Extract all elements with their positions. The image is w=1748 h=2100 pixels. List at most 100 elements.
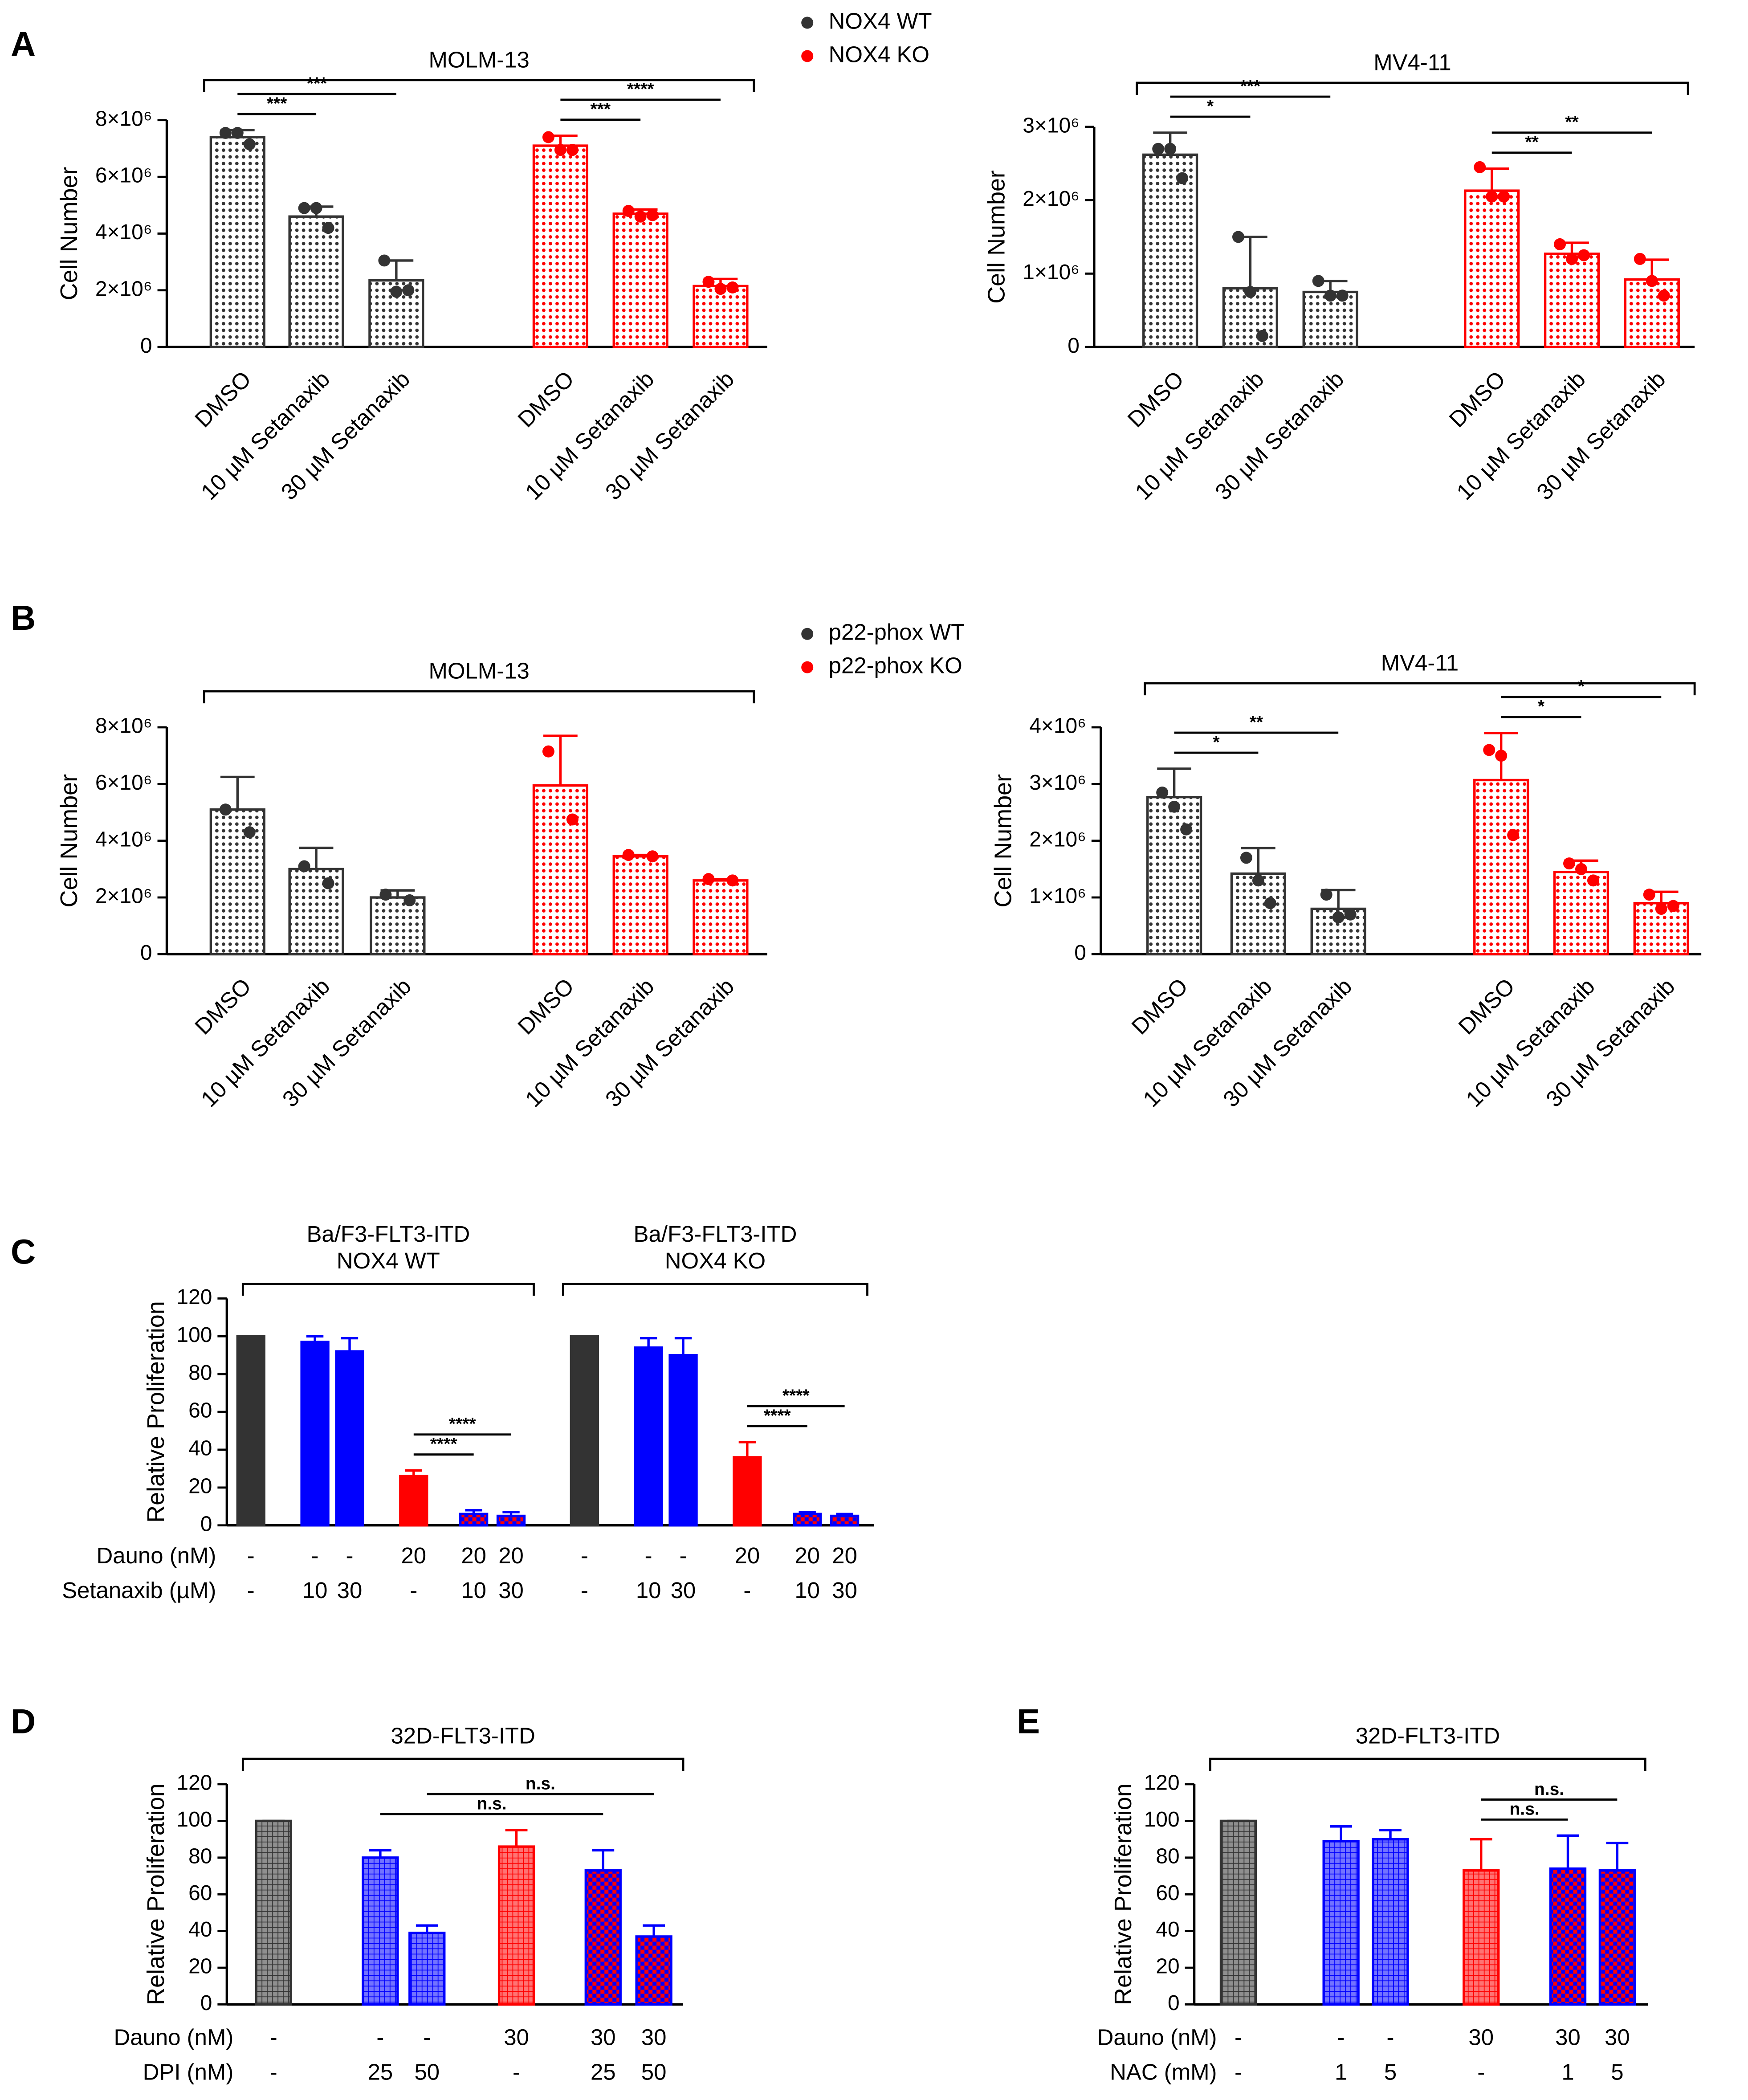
- row-value: 30: [337, 1578, 363, 1603]
- bracket: [241, 1283, 535, 1296]
- group-title: NOX4 WT: [337, 1248, 440, 1273]
- error-bar: [674, 1337, 692, 1355]
- bar: [335, 1350, 364, 1527]
- error-bar: [836, 1513, 853, 1516]
- data-point: [298, 860, 310, 873]
- row-value: -: [311, 1543, 319, 1568]
- data-point: [542, 131, 554, 143]
- group-title: NOX4 KO: [665, 1248, 766, 1273]
- y-axis-label: Cell Number: [990, 774, 1016, 908]
- data-point: [322, 222, 334, 234]
- row-value: 30: [591, 2025, 616, 2050]
- bar: [362, 1856, 399, 2006]
- significance-label: **: [1250, 713, 1263, 732]
- data-point: [1256, 330, 1268, 342]
- bar: [584, 1869, 622, 2006]
- data-point: [726, 874, 739, 887]
- y-tick-label: 120: [176, 1771, 212, 1795]
- row-value: -: [376, 2025, 384, 2050]
- significance-label: ***: [267, 94, 287, 113]
- error-bar: [543, 734, 578, 786]
- bar: [459, 1513, 489, 1527]
- y-tick-label: 6×10⁶: [95, 164, 152, 188]
- bracket: [1144, 682, 1696, 696]
- y-tick-label: 2×10⁶: [1023, 187, 1080, 211]
- data-point: [298, 202, 310, 214]
- data-point: [310, 202, 322, 214]
- row-value: -: [581, 1578, 588, 1603]
- data-point: [1152, 143, 1165, 155]
- bar: [570, 1335, 599, 1527]
- row-label: Dauno (nM): [97, 1543, 216, 1568]
- y-tick-label: 40: [188, 1437, 212, 1460]
- error-bar: [1606, 1842, 1629, 1871]
- error-bar: [1241, 847, 1275, 874]
- bar: [830, 1514, 860, 1527]
- data-point: [1667, 900, 1679, 912]
- y-tick-label: 0: [200, 1991, 212, 2015]
- y-axis-label: Cell Number: [56, 167, 82, 301]
- y-tick-label: 80: [188, 1844, 212, 1868]
- y-tick-label: 120: [176, 1285, 212, 1309]
- significance-label: ****: [764, 1406, 791, 1425]
- y-tick-label: 0: [1074, 941, 1086, 965]
- data-point: [702, 873, 715, 885]
- y-tick-label: 120: [1144, 1771, 1180, 1795]
- y-tick-label: 4×10⁶: [95, 220, 152, 244]
- legend-label: NOX4 KO: [829, 41, 929, 67]
- row-value: -: [410, 1578, 417, 1603]
- data-point: [1176, 172, 1189, 184]
- y-tick-label: 80: [1156, 1844, 1179, 1868]
- data-point: [1554, 238, 1566, 250]
- y-tick-label: 1×10⁶: [1023, 261, 1080, 284]
- row-value: 5: [1611, 2059, 1623, 2085]
- bar: [612, 855, 668, 956]
- legend-marker: [801, 50, 814, 62]
- bar: [1549, 1867, 1587, 2006]
- error-bar: [738, 1441, 756, 1457]
- significance-label: *: [1578, 677, 1585, 696]
- data-point: [378, 254, 391, 267]
- data-point: [1264, 897, 1276, 909]
- data-point: [1324, 290, 1336, 302]
- data-point: [1655, 903, 1667, 915]
- y-tick-label: 20: [188, 1955, 212, 1978]
- row-value: 20: [795, 1543, 820, 1568]
- y-tick-label: 0: [1168, 1991, 1180, 2015]
- row-value: -: [581, 1543, 588, 1568]
- data-point: [1483, 744, 1495, 756]
- significance-label: n.s.: [1534, 1780, 1564, 1799]
- bracket: [203, 79, 755, 92]
- y-tick-label: 6×10⁶: [95, 771, 152, 795]
- y-tick-label: 20: [1156, 1955, 1179, 1978]
- error-bar: [306, 1335, 324, 1342]
- data-point: [1563, 857, 1575, 870]
- bar: [1230, 872, 1287, 956]
- y-tick-label: 2×10⁶: [95, 277, 152, 301]
- bar: [255, 1819, 292, 2006]
- bar: [635, 1935, 672, 2006]
- data-point: [1336, 290, 1349, 302]
- data-point: [1240, 852, 1252, 864]
- row-value: 10: [636, 1578, 661, 1603]
- error-bar: [465, 1509, 482, 1514]
- error-bar: [1556, 1834, 1579, 1869]
- data-point: [1643, 889, 1655, 901]
- row-value: 25: [591, 2059, 616, 2085]
- row-value: -: [270, 2025, 277, 2050]
- row-value: 5: [1384, 2059, 1397, 2085]
- row-value: 10: [461, 1578, 486, 1603]
- data-point: [1577, 249, 1590, 261]
- data-point: [1566, 253, 1578, 265]
- panel-letter: B: [11, 598, 36, 637]
- bar: [693, 285, 749, 348]
- panel-letter: A: [11, 24, 36, 64]
- row-value: 20: [832, 1543, 857, 1568]
- data-point: [1232, 231, 1244, 243]
- y-tick-label: 60: [1156, 1881, 1179, 1905]
- y-tick-label: 60: [188, 1399, 212, 1423]
- bar: [1372, 1838, 1409, 2006]
- x-tick-label: DMSO: [190, 973, 256, 1039]
- data-point: [1244, 286, 1256, 298]
- significance-label: *: [1207, 97, 1214, 116]
